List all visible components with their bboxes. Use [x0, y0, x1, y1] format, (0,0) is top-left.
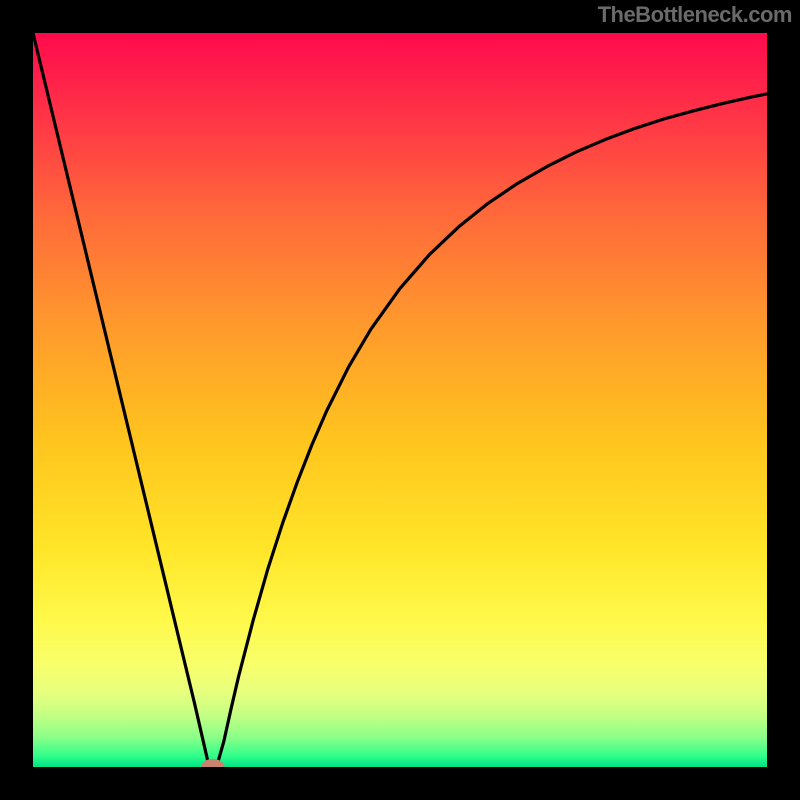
- chart-svg: [33, 33, 767, 767]
- figure-root: TheBottleneck.com: [0, 0, 800, 800]
- gradient-background: [33, 33, 767, 767]
- plot-area: [33, 33, 767, 767]
- watermark-text: TheBottleneck.com: [598, 2, 792, 28]
